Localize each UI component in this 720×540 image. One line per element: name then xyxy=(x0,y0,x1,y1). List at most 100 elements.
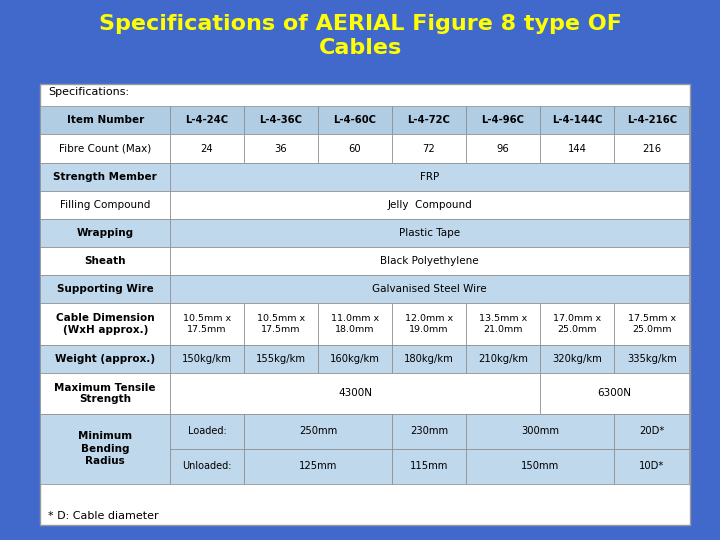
Text: Jelly  Compound: Jelly Compound xyxy=(387,200,472,210)
Text: 17.5mm x
25.0mm: 17.5mm x 25.0mm xyxy=(628,314,676,334)
Text: Galvanised Steel Wire: Galvanised Steel Wire xyxy=(372,284,487,294)
Bar xyxy=(540,303,614,345)
Text: Maximum Tensile
Strength: Maximum Tensile Strength xyxy=(55,383,156,404)
Text: 300mm: 300mm xyxy=(521,426,559,436)
Bar xyxy=(40,303,170,345)
Text: 36: 36 xyxy=(275,144,287,153)
Bar xyxy=(614,449,689,484)
Text: Cable Dimension
(WxH approx.): Cable Dimension (WxH approx.) xyxy=(56,313,155,335)
Bar xyxy=(170,106,244,134)
Text: 144: 144 xyxy=(567,144,587,153)
Text: L-4-96C: L-4-96C xyxy=(482,116,524,125)
Text: 10.5mm x
17.5mm: 10.5mm x 17.5mm xyxy=(183,314,231,334)
Bar xyxy=(392,106,466,134)
Bar xyxy=(40,247,170,275)
Text: 72: 72 xyxy=(423,144,436,153)
Bar xyxy=(614,134,689,163)
Text: 115mm: 115mm xyxy=(410,461,448,471)
Bar xyxy=(170,219,689,247)
Text: 60: 60 xyxy=(348,144,361,153)
Bar xyxy=(170,247,689,275)
Text: Loaded:: Loaded: xyxy=(188,426,226,436)
Text: 125mm: 125mm xyxy=(299,461,337,471)
Text: 17.0mm x
25.0mm: 17.0mm x 25.0mm xyxy=(553,314,601,334)
Text: L-4-60C: L-4-60C xyxy=(333,116,377,125)
Text: Specifications of AERIAL Figure 8 type OF
Cables: Specifications of AERIAL Figure 8 type O… xyxy=(99,14,621,57)
Text: 4300N: 4300N xyxy=(338,388,372,399)
Bar xyxy=(392,449,466,484)
Bar xyxy=(614,414,689,449)
Text: Specifications:: Specifications: xyxy=(48,87,130,97)
Text: 216: 216 xyxy=(642,144,661,153)
Text: 11.0mm x
18.0mm: 11.0mm x 18.0mm xyxy=(331,314,379,334)
Bar xyxy=(540,345,614,373)
Text: * D: Cable diameter: * D: Cable diameter xyxy=(48,510,159,521)
Bar xyxy=(244,134,318,163)
Text: 210kg/km: 210kg/km xyxy=(478,354,528,364)
Text: 96: 96 xyxy=(497,144,509,153)
Text: Item Number: Item Number xyxy=(66,116,144,125)
Text: 180kg/km: 180kg/km xyxy=(404,354,454,364)
Bar xyxy=(318,134,392,163)
Bar xyxy=(170,449,244,484)
Text: 160kg/km: 160kg/km xyxy=(330,354,380,364)
Bar xyxy=(614,106,689,134)
Bar xyxy=(170,303,244,345)
Bar xyxy=(170,414,244,449)
Text: 335kg/km: 335kg/km xyxy=(627,354,677,364)
Bar xyxy=(466,449,614,484)
Text: Wrapping: Wrapping xyxy=(76,228,134,238)
Bar xyxy=(466,134,540,163)
Bar xyxy=(614,345,689,373)
Text: L-4-216C: L-4-216C xyxy=(626,116,677,125)
Text: Black Polyethylene: Black Polyethylene xyxy=(380,256,479,266)
Bar xyxy=(540,373,689,414)
Bar xyxy=(40,191,170,219)
Bar xyxy=(318,303,392,345)
Bar xyxy=(392,345,466,373)
Bar xyxy=(170,275,689,303)
Bar xyxy=(318,345,392,373)
Bar xyxy=(40,84,690,525)
Bar xyxy=(318,106,392,134)
Text: L-4-72C: L-4-72C xyxy=(408,116,450,125)
Text: 230mm: 230mm xyxy=(410,426,448,436)
Text: Filling Compound: Filling Compound xyxy=(60,200,150,210)
Text: L-4-36C: L-4-36C xyxy=(259,116,302,125)
Text: L-4-144C: L-4-144C xyxy=(552,116,603,125)
Text: 250mm: 250mm xyxy=(299,426,337,436)
Bar xyxy=(392,303,466,345)
Bar xyxy=(466,303,540,345)
Bar xyxy=(466,414,614,449)
Text: 150kg/km: 150kg/km xyxy=(182,354,232,364)
Bar xyxy=(244,449,392,484)
Bar xyxy=(40,219,170,247)
Text: Strength Member: Strength Member xyxy=(53,172,157,181)
Text: Fibre Count (Max): Fibre Count (Max) xyxy=(59,144,151,153)
Bar xyxy=(614,303,689,345)
Bar xyxy=(40,134,170,163)
Bar xyxy=(244,345,318,373)
Text: FRP: FRP xyxy=(420,172,439,181)
Text: 155kg/km: 155kg/km xyxy=(256,354,306,364)
Bar xyxy=(244,106,318,134)
Bar xyxy=(466,106,540,134)
Text: 6300N: 6300N xyxy=(598,388,631,399)
Bar xyxy=(170,134,244,163)
Bar xyxy=(170,163,689,191)
Text: Unloaded:: Unloaded: xyxy=(182,461,232,471)
Bar xyxy=(392,414,466,449)
Text: 150mm: 150mm xyxy=(521,461,559,471)
Text: 10.5mm x
17.5mm: 10.5mm x 17.5mm xyxy=(257,314,305,334)
Text: Minimum
Bending
Radius: Minimum Bending Radius xyxy=(78,431,132,466)
Text: 12.0mm x
19.0mm: 12.0mm x 19.0mm xyxy=(405,314,453,334)
Bar xyxy=(40,345,170,373)
Text: 10D*: 10D* xyxy=(639,461,665,471)
Bar xyxy=(244,303,318,345)
Bar xyxy=(40,414,170,484)
Bar xyxy=(170,345,244,373)
Text: Weight (approx.): Weight (approx.) xyxy=(55,354,156,364)
Bar xyxy=(170,373,540,414)
Bar xyxy=(540,134,614,163)
Text: 320kg/km: 320kg/km xyxy=(552,354,602,364)
